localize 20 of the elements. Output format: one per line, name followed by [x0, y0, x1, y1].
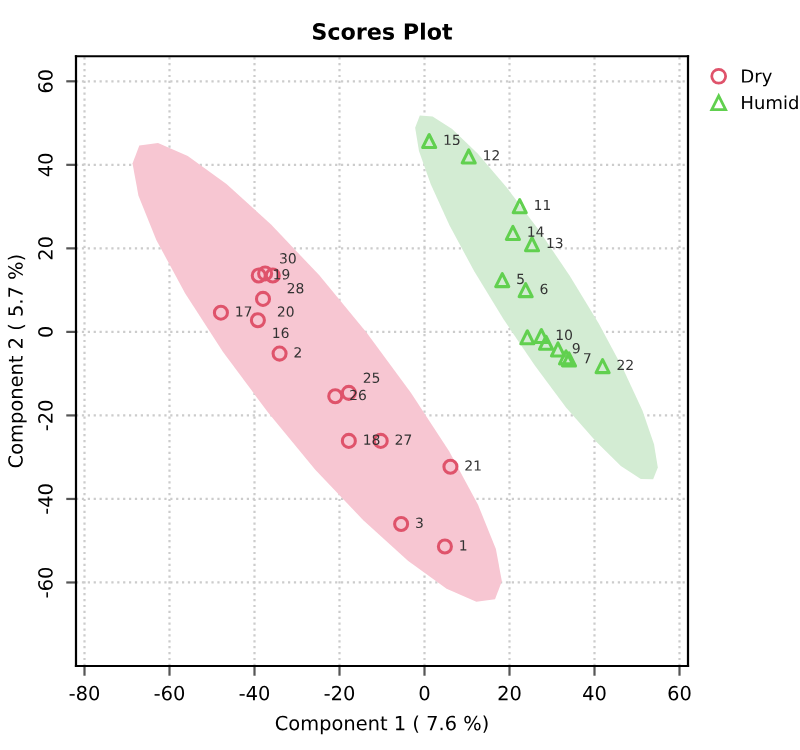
- x-tick-label: 60: [668, 685, 691, 701]
- y-tick-label: 40: [38, 153, 53, 177]
- x-tick-label: 20: [498, 685, 521, 701]
- y-tick-label: -20: [38, 400, 53, 431]
- y-tick-label: 20: [38, 237, 53, 260]
- y-tick-label: 0: [38, 327, 53, 337]
- x-tick-label: -40: [239, 685, 270, 701]
- legend-label: Dry: [742, 69, 772, 87]
- y-tick-label: -40: [38, 484, 53, 514]
- legend-label: Humid: [742, 95, 798, 110]
- x-tick-label: -60: [154, 685, 185, 701]
- x-tick-label: -80: [69, 685, 100, 701]
- y-tick-label: -60: [38, 567, 53, 598]
- y-tick-label: 60: [38, 70, 53, 93]
- x-axis-title: Component 1 ( 7.6 %): [275, 715, 488, 735]
- x-tick-label: 0: [419, 685, 430, 701]
- x-tick-label: 40: [583, 685, 606, 701]
- x-tick-label: -20: [324, 685, 355, 701]
- chart-title: Scores Plot: [312, 22, 453, 40]
- y-axis-title: Component 2 ( 5.7 %): [7, 255, 27, 468]
